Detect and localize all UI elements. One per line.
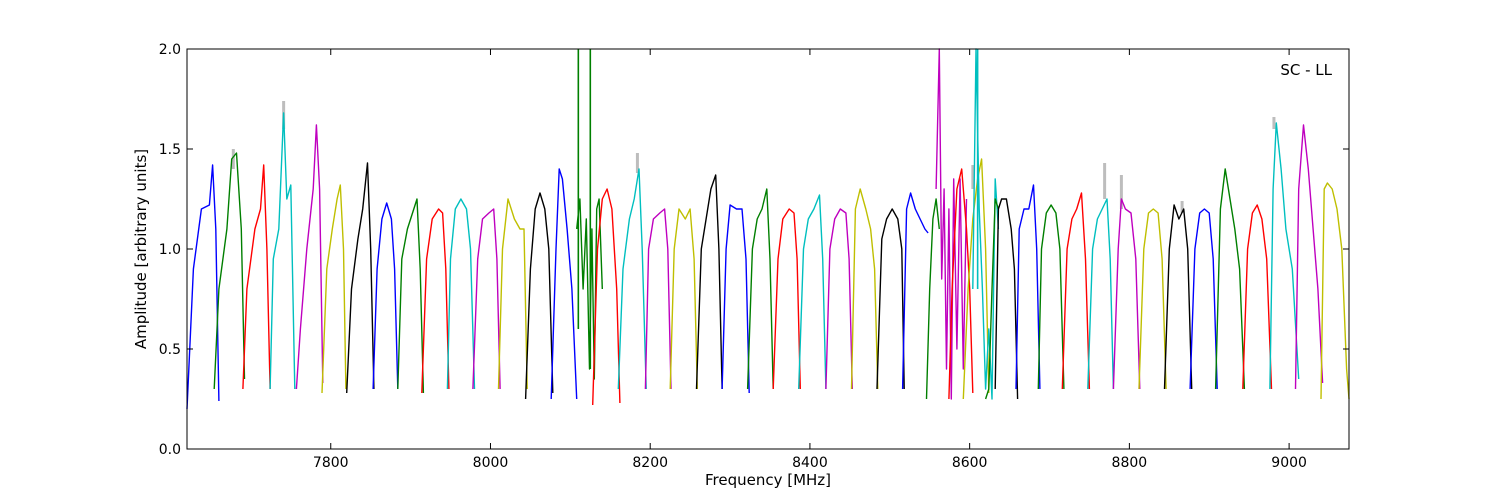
series-line-3 [269,112,296,390]
series-line-45 [1242,204,1273,390]
series-line-12 [497,198,528,390]
x-tick-label-3: 8400 [792,455,828,471]
series-line-7 [372,202,399,390]
y-tick-label-1: 0.5 [159,342,181,358]
series-line-31 [948,168,974,400]
y-tick-label-2: 1.0 [159,242,181,258]
x-tick-label-4: 8600 [952,455,988,471]
x-tick-label-1: 8000 [473,455,509,471]
series-line-13 [524,192,554,400]
y-tick-label-4: 2.0 [159,42,181,58]
series-line-25 [825,208,853,390]
series-line-19 [669,208,698,390]
y-axis-label: Amplitude [arbitrary units] [132,149,150,349]
x-tick-label-0: 7800 [313,455,349,471]
series-line-22 [746,188,774,390]
series-line-2 [242,164,271,390]
series-line-41 [1138,208,1167,390]
series-line-5 [321,184,347,394]
series-line-0 [186,164,220,410]
series-line-46 [1269,122,1300,390]
series-line-16 [592,188,621,406]
series-line-34 [984,198,1000,400]
series-line-47 [1294,124,1324,390]
series-line-11 [472,208,501,390]
series-line-44 [1214,168,1246,390]
series-line-23 [772,208,801,390]
series-line-37 [1037,204,1065,390]
series-line-27 [876,208,905,390]
plot-background [187,49,1349,449]
series-line-30 [935,48,968,400]
x-tick-label-2: 8200 [632,455,668,471]
series-line-35 [994,198,1019,400]
vertical-spikes [577,49,979,369]
series-line-28 [901,192,929,390]
series-line-6 [346,162,375,394]
series-line-26 [850,188,879,390]
series-line-8 [397,198,425,394]
series-line-14 [550,168,578,400]
series-line-40 [1112,198,1141,390]
series-group [186,48,1350,410]
x-tick-label-5: 8800 [1112,455,1148,471]
series-line-29 [925,198,940,400]
series-line-9 [421,208,450,394]
series-line-17 [617,168,647,390]
series-line-43 [1189,208,1218,390]
series-line-39 [1087,198,1115,390]
series-line-36 [1015,184,1041,390]
series-line-42 [1163,204,1193,390]
x-tick-label-6: 9000 [1271,455,1307,471]
series-line-4 [295,124,324,390]
series-line-20 [695,174,723,390]
axis-ticks: 7800 8000 8200 8400 8600 8800 9000 0.0 0.5 1.0 1.5… [159,42,1349,471]
series-line-21 [721,204,750,394]
series-line-38 [1061,192,1091,390]
series-line-1 [213,152,246,390]
series-line-10 [446,198,476,390]
chart-annotation: SC - LL [1280,61,1332,79]
y-tick-label-0: 0.0 [159,442,181,458]
series-line-18 [644,208,672,390]
y-tick-label-3: 1.5 [159,142,181,158]
x-axis-label: Frequency [MHz] [705,471,831,489]
series-line-24 [798,194,827,390]
